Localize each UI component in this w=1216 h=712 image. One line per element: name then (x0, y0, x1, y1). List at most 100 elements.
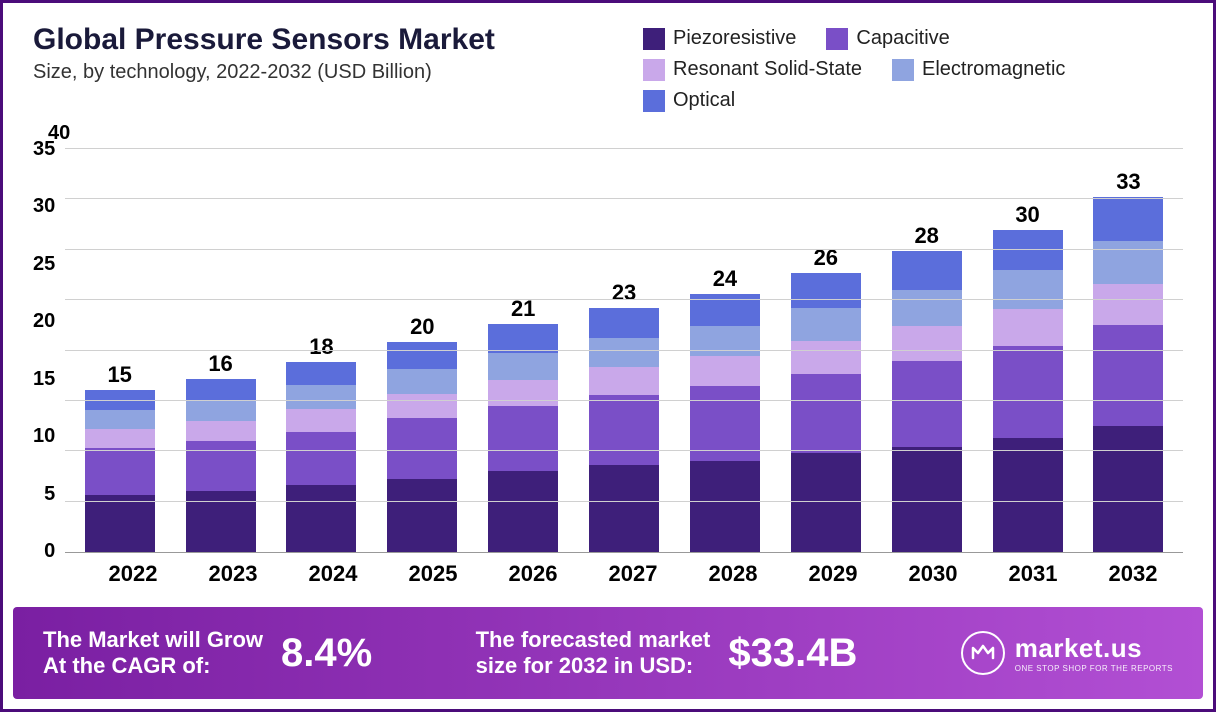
bar-segment (892, 361, 962, 447)
bar-segment (589, 395, 659, 465)
x-axis-tick: 2022 (98, 561, 168, 587)
bar-segment (186, 441, 256, 490)
y-axis: 35302520151050 (33, 149, 65, 553)
brand-tagline: ONE STOP SHOP FOR THE REPORTS (1015, 664, 1173, 673)
bar-total-label: 33 (1093, 169, 1163, 195)
legend-item: Capacitive (826, 27, 949, 50)
bar-segment (1093, 197, 1163, 241)
x-axis: 2022202320242025202620272028202920302031… (33, 553, 1183, 587)
bar-segment (488, 406, 558, 472)
chart-title: Global Pressure Sensors Market (33, 23, 495, 57)
bar-segment (993, 270, 1063, 309)
bar-column: 21 (488, 324, 558, 552)
bar-column: 24 (690, 294, 760, 552)
bar-segment (1093, 284, 1163, 325)
grid-line (65, 501, 1183, 502)
bar-segment (993, 438, 1063, 552)
bar-total-label: 18 (286, 334, 356, 360)
bar-segment (892, 251, 962, 290)
x-axis-tick: 2031 (998, 561, 1068, 587)
bar-segment (791, 308, 861, 341)
plot-area: 1516182021232426283033 (65, 149, 1183, 553)
y-axis-max-label: 40 (48, 122, 1183, 145)
x-axis-tick: 2029 (798, 561, 868, 587)
bar-segment (589, 308, 659, 338)
bar-segment (85, 448, 155, 495)
bar-segment (85, 429, 155, 447)
bar-total-label: 16 (186, 351, 256, 377)
legend-swatch (826, 28, 848, 50)
legend-item: Optical (643, 89, 735, 112)
legend: Piezoresistive Capacitive Resonant Solid-S… (643, 23, 1183, 112)
chart-area: Global Pressure Sensors Market Size, by … (3, 3, 1213, 597)
legend-label: Electromagnetic (922, 58, 1065, 81)
bar-segment (186, 400, 256, 420)
legend-label: Capacitive (856, 27, 949, 50)
grid-line (65, 400, 1183, 401)
bar-total-label: 24 (690, 266, 760, 292)
bar-segment (387, 342, 457, 369)
bar-column: 28 (892, 251, 962, 552)
bar-segment (488, 471, 558, 552)
brand-name: market.us (1015, 633, 1173, 664)
bar-column: 20 (387, 342, 457, 552)
bar-segment (186, 421, 256, 441)
bar-column: 26 (791, 273, 861, 552)
bar-segment (892, 290, 962, 327)
bar-total-label: 30 (993, 202, 1063, 228)
brand-logo-icon (961, 631, 1005, 675)
title-block: Global Pressure Sensors Market Size, by … (33, 23, 495, 84)
bar-segment (791, 341, 861, 373)
legend-swatch (643, 90, 665, 112)
bar-segment (286, 432, 356, 486)
bar-segment (993, 309, 1063, 346)
forecast-label: The forecasted marketsize for 2032 in US… (476, 627, 711, 680)
chart-header: Global Pressure Sensors Market Size, by … (33, 23, 1183, 112)
grid-line (65, 350, 1183, 351)
grid-line (65, 299, 1183, 300)
bar-segment (286, 362, 356, 386)
x-axis-tick: 2026 (498, 561, 568, 587)
legend-label: Resonant Solid-State (673, 58, 862, 81)
legend-item: Resonant Solid-State (643, 58, 862, 81)
legend-swatch (892, 59, 914, 81)
bar-segment (85, 495, 155, 552)
bar-column: 15 (85, 390, 155, 552)
bar-column: 18 (286, 362, 356, 552)
bar-segment (993, 230, 1063, 271)
cagr-value: 8.4% (281, 631, 372, 676)
bar-total-label: 20 (387, 314, 457, 340)
forecast-block: The forecasted marketsize for 2032 in US… (476, 627, 858, 680)
legend-item: Electromagnetic (892, 58, 1065, 81)
cagr-block: The Market will GrowAt the CAGR of: 8.4% (43, 627, 372, 680)
grid-line (65, 249, 1183, 250)
x-axis-tick: 2024 (298, 561, 368, 587)
grid-line (65, 198, 1183, 199)
bar-segment (387, 418, 457, 479)
brand-block: market.us ONE STOP SHOP FOR THE REPORTS (961, 631, 1173, 675)
bar-column: 23 (589, 308, 659, 552)
bar-segment (791, 374, 861, 454)
x-axis-tick: 2027 (598, 561, 668, 587)
bar-column: 30 (993, 230, 1063, 552)
footer-banner: The Market will GrowAt the CAGR of: 8.4%… (13, 607, 1203, 699)
bar-segment (690, 326, 760, 356)
bar-segment (1093, 325, 1163, 426)
bar-segment (791, 453, 861, 552)
legend-swatch (643, 28, 665, 50)
grid-line (65, 450, 1183, 451)
grid-line (65, 148, 1183, 149)
bar-segment (589, 465, 659, 552)
x-axis-tick: 2028 (698, 561, 768, 587)
bar-total-label: 23 (589, 280, 659, 306)
x-axis-tick: 2032 (1098, 561, 1168, 587)
forecast-value: $33.4B (728, 631, 857, 676)
legend-label: Optical (673, 89, 735, 112)
bar-total-label: 28 (892, 223, 962, 249)
chart-card: Global Pressure Sensors Market Size, by … (0, 0, 1216, 712)
legend-label: Piezoresistive (673, 27, 796, 50)
bar-total-label: 15 (85, 362, 155, 388)
bars-container: 1516182021232426283033 (65, 149, 1183, 552)
bar-segment (892, 326, 962, 360)
bar-segment (1093, 426, 1163, 552)
